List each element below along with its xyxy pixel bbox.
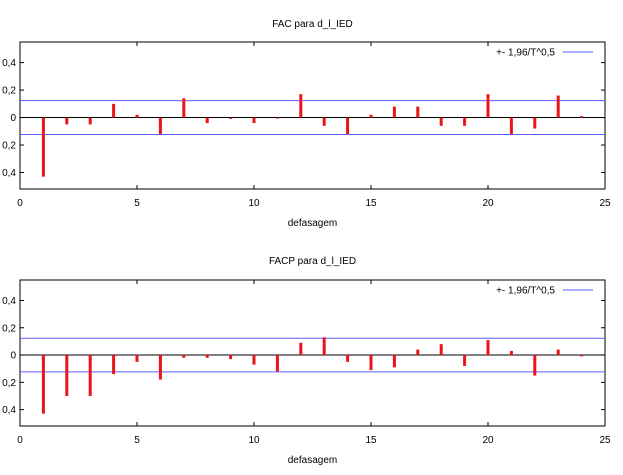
bar-lag-23 xyxy=(556,95,560,118)
bar-lag-10 xyxy=(252,117,256,124)
y-tick-label: 0,2 xyxy=(2,141,16,152)
chart-panel-1: FAC para d_l_IED 0,4 0,2 0 0,2 0,4 0 5 10 15 20 25 d… xyxy=(2,19,611,229)
plot-frame xyxy=(19,279,606,427)
bar-lag-8 xyxy=(205,117,209,124)
y-tick-label: 0,2 xyxy=(2,323,16,334)
bar-lag-19 xyxy=(463,355,467,366)
bar-lag-15 xyxy=(369,114,373,118)
bar-lag-21 xyxy=(509,117,513,135)
bar-lag-24 xyxy=(580,355,584,357)
chart-title: FAC para d_l_IED xyxy=(272,19,353,30)
y-tick-label: 0,4 xyxy=(2,58,16,69)
legend-label: +- 1,96/T^0,5 xyxy=(496,48,555,59)
bar-lag-21 xyxy=(509,350,513,356)
bar-lag-18 xyxy=(439,344,443,356)
bar-lag-13 xyxy=(322,117,326,126)
plot-frame xyxy=(19,41,606,190)
x-tick-label: 10 xyxy=(248,198,260,209)
bar-lag-9 xyxy=(229,355,233,360)
bar-lag-11 xyxy=(275,355,279,372)
y-tick-label: 0,2 xyxy=(2,378,16,389)
bar-lag-8 xyxy=(205,355,209,358)
bar-lag-13 xyxy=(322,337,326,356)
bar-lag-17 xyxy=(416,106,420,118)
bar-lag-17 xyxy=(416,349,420,356)
x-tick-label: 20 xyxy=(482,198,494,209)
bar-lag-10 xyxy=(252,355,256,365)
bar-lag-5 xyxy=(135,114,139,118)
y-tick-label: 0 xyxy=(10,113,16,124)
bar-lag-4 xyxy=(112,355,116,375)
bar-lag-11 xyxy=(275,117,279,119)
bar-lag-20 xyxy=(486,94,490,118)
bar-lag-12 xyxy=(299,342,303,356)
bar-lag-1 xyxy=(41,117,45,177)
bar-lag-22 xyxy=(533,355,537,376)
x-axis-label: defasagem xyxy=(288,455,337,466)
y-tick-label: 0,2 xyxy=(2,86,16,97)
x-tick-label: 5 xyxy=(134,198,140,209)
x-tick-label: 5 xyxy=(134,435,140,446)
x-tick-label: 10 xyxy=(248,435,260,446)
x-tick-label: 25 xyxy=(599,198,611,209)
bar-lag-23 xyxy=(556,349,560,356)
y-tick-label: 0 xyxy=(10,351,16,362)
y-tick-label: 0,4 xyxy=(2,296,16,307)
y-tick-label: 0,4 xyxy=(2,168,16,179)
bar-lag-4 xyxy=(112,103,116,118)
bar-lag-18 xyxy=(439,117,443,126)
bar-lag-3 xyxy=(88,117,92,125)
bar-lag-15 xyxy=(369,355,373,371)
bar-lag-14 xyxy=(346,355,350,362)
bar-lag-3 xyxy=(88,355,92,396)
bar-lag-20 xyxy=(486,340,490,356)
bar-lag-19 xyxy=(463,117,467,126)
y-tick-label: 0,4 xyxy=(2,405,16,416)
bar-lag-22 xyxy=(533,117,537,129)
x-tick-label: 15 xyxy=(365,435,377,446)
x-tick-label: 0 xyxy=(17,435,23,446)
x-tick-label: 0 xyxy=(17,198,23,209)
bar-lag-6 xyxy=(158,117,162,135)
bar-lag-2 xyxy=(65,355,69,396)
x-tick-label: 20 xyxy=(482,435,494,446)
bar-lag-6 xyxy=(158,355,162,380)
x-tick-label: 25 xyxy=(599,435,611,446)
chart-title: FACP para d_l_IED xyxy=(269,256,356,267)
x-tick-label: 15 xyxy=(365,198,377,209)
bar-lag-9 xyxy=(229,117,233,119)
bar-lag-12 xyxy=(299,94,303,118)
bar-lag-5 xyxy=(135,355,139,362)
legend-label: +- 1,96/T^0,5 xyxy=(496,286,555,297)
bar-lag-14 xyxy=(346,117,350,135)
bar-lag-7 xyxy=(182,98,186,118)
bar-lag-7 xyxy=(182,355,186,358)
chart-panel-2: FACP para d_l_IED 0,4 0,2 0 0,2 0,4 0 5 10 15 20 25… xyxy=(2,256,611,466)
bar-lag-16 xyxy=(392,355,396,368)
bar-lag-16 xyxy=(392,106,396,118)
bar-lag-1 xyxy=(41,355,45,414)
bar-lag-2 xyxy=(65,117,69,125)
bar-lag-24 xyxy=(580,116,584,118)
x-axis-label: defasagem xyxy=(288,218,337,229)
